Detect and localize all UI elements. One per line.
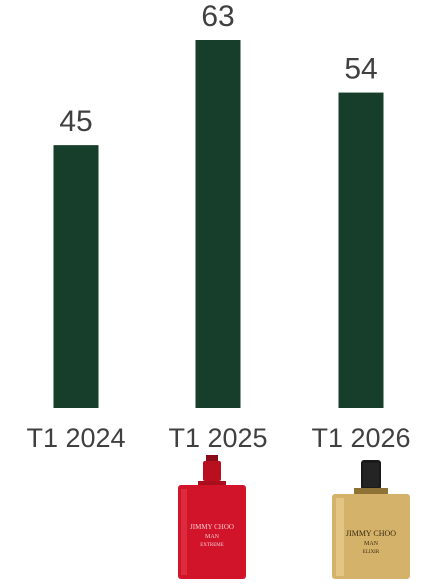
gold-perfume-bottle-image: JIMMY CHOO MAN ELIXIR <box>330 458 412 579</box>
category-label-t1-2025: T1 2025 <box>168 423 268 453</box>
red-bottle-label-line1: JIMMY CHOO <box>190 523 234 531</box>
gold-bottle-label-line2: MAN <box>364 541 379 547</box>
category-label-t1-2026: T1 2026 <box>311 423 411 453</box>
value-label-t1-2025: 63 <box>201 0 234 33</box>
bar-t1-2025 <box>195 40 241 408</box>
bar-t1-2024 <box>53 145 99 408</box>
red-bottle-label-line2: MAN <box>205 534 220 540</box>
gold-bottle-label-line3: ELIXIR <box>363 550 380 555</box>
gold-bottle-label-line1: JIMMY CHOO <box>346 529 396 538</box>
bar-t1-2026 <box>338 92 384 409</box>
bar-chart: 45 63 54 <box>53 0 384 409</box>
value-label-t1-2024: 45 <box>59 105 92 138</box>
value-label-t1-2026: 54 <box>344 53 377 86</box>
red-bottle-label-line3: EXTREME <box>200 543 224 548</box>
category-label-t1-2024: T1 2024 <box>26 423 126 453</box>
red-perfume-bottle-image: JIMMY CHOO MAN EXTREME <box>176 453 248 579</box>
